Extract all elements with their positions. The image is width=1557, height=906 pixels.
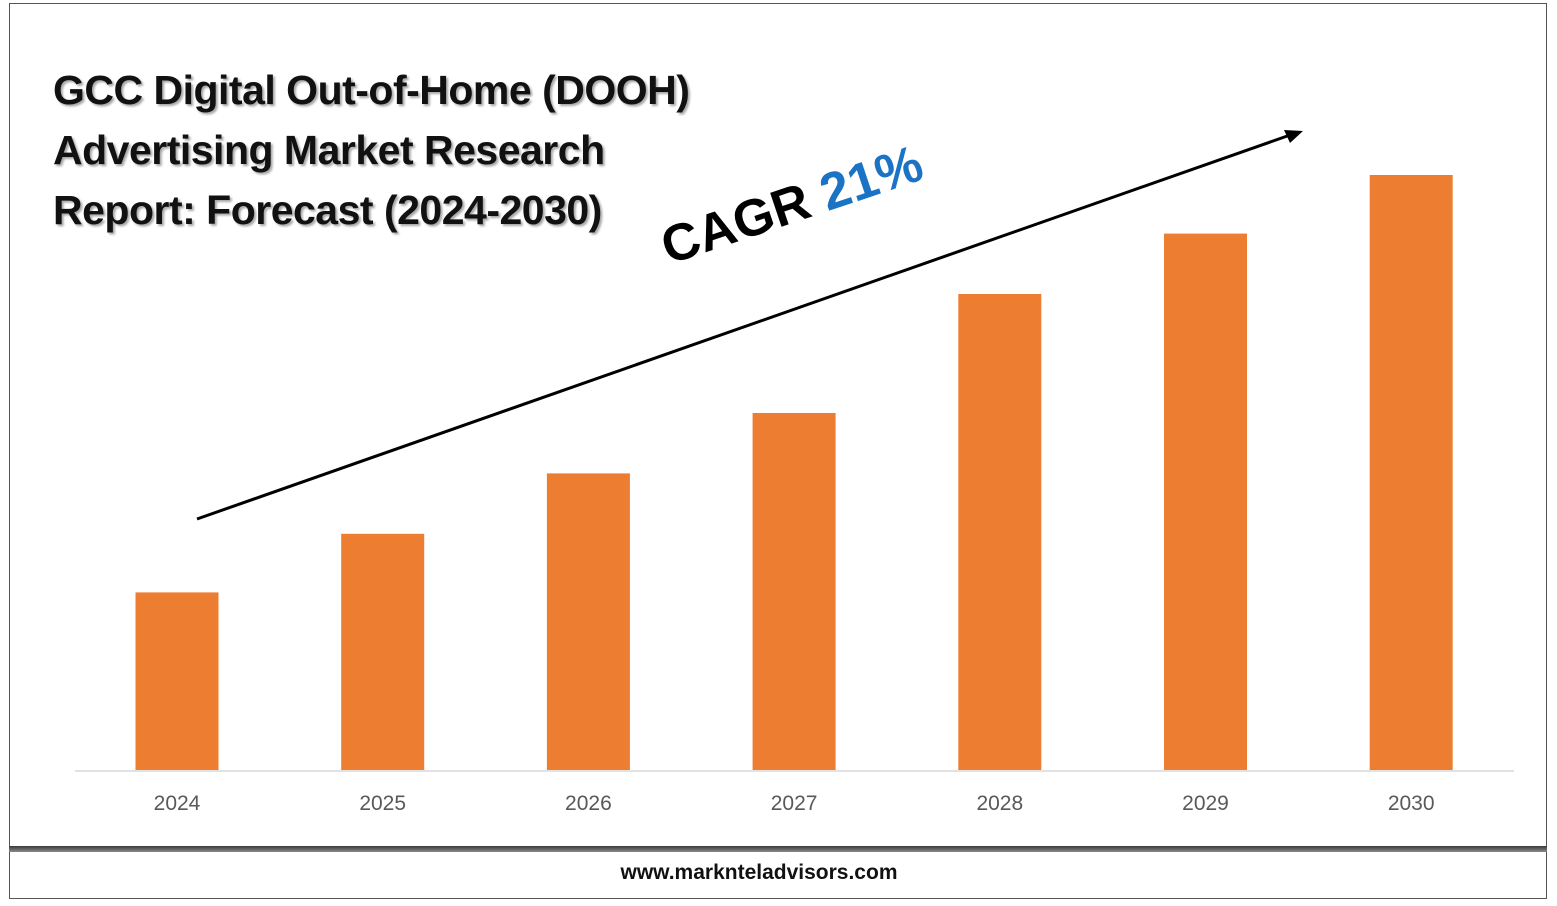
- bar-2025: [341, 533, 425, 770]
- bar-2030: [1369, 175, 1453, 770]
- trend-arrow-line: [196, 132, 1294, 521]
- footer-website: www.marknteladvisors.com: [620, 861, 898, 884]
- x-tick-label-2025: 2025: [359, 792, 406, 815]
- x-tick-labels: 2024 2025 2026 2027 2028 2029 2030: [154, 792, 1435, 815]
- bar-2026: [546, 473, 630, 770]
- bars-layer: [135, 175, 1453, 771]
- trend-arrow-head: [1284, 130, 1303, 143]
- trend-arrow: [196, 130, 1303, 521]
- bar-2029: [1164, 233, 1247, 771]
- x-tick-label-2030: 2030: [1388, 792, 1435, 815]
- x-tick-label-2024: 2024: [154, 792, 201, 815]
- x-tick-label-2028: 2028: [976, 792, 1023, 815]
- bar-2027: [752, 413, 836, 770]
- x-tick-label-2026: 2026: [565, 792, 612, 815]
- x-tick-label-2029: 2029: [1182, 792, 1229, 815]
- footer-divider: [9, 846, 1547, 852]
- bar-2024: [135, 592, 219, 770]
- x-tick-label-2027: 2027: [771, 792, 818, 815]
- bar-2028: [958, 294, 1042, 770]
- chart-title: GCC Digital Out-of-Home (DOOH) Advertisi…: [53, 67, 690, 233]
